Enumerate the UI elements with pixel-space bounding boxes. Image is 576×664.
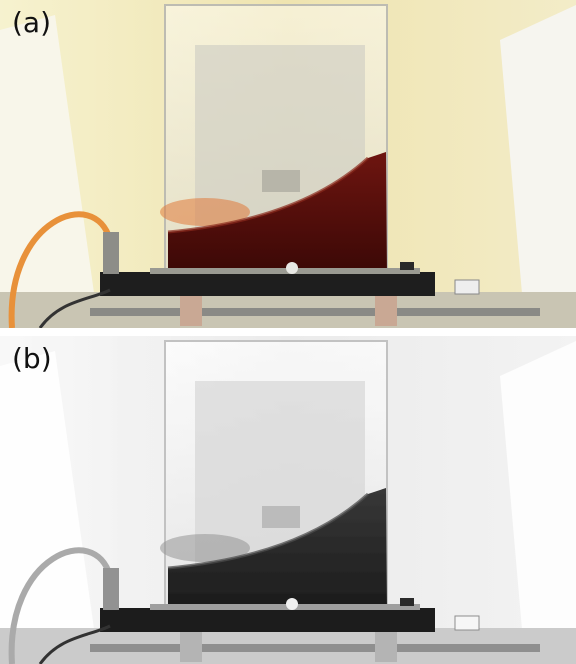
photo-grayscale	[0, 336, 576, 664]
photo-color	[0, 0, 576, 328]
panel-label: (b)	[12, 342, 52, 375]
figure: (a) (b)	[0, 0, 576, 664]
panel-a: (a)	[0, 0, 576, 328]
panel-label: (a)	[12, 6, 51, 39]
panel-b: (b)	[0, 336, 576, 664]
page: (a) (b) (() => { const data = JSON.parse…	[0, 0, 576, 664]
